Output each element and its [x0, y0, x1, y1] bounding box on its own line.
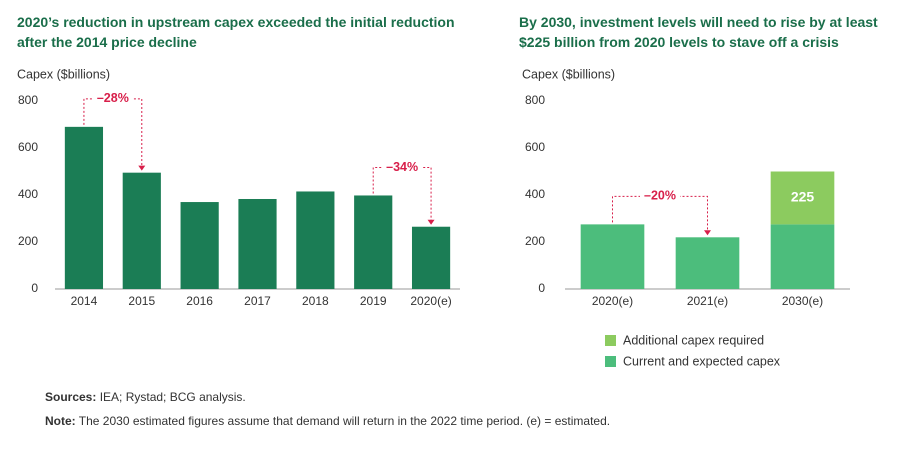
bar-segment — [770, 224, 835, 289]
y-tick-label: 0 — [538, 281, 545, 295]
chart-title: By 2030, investment levels will need to … — [519, 14, 878, 50]
y-axis-label: Capex ($billions) — [17, 67, 110, 81]
annotation-arrow — [138, 165, 146, 171]
annotation-label: –20% — [644, 189, 676, 203]
y-tick-label: 800 — [525, 93, 545, 107]
sources: Sources: IEA; Rystad; BCG analysis. — [45, 390, 246, 404]
y-tick-label: 0 — [31, 281, 38, 295]
y-tick-label: 200 — [18, 234, 38, 248]
x-tick-label: 2020(e) — [592, 294, 633, 308]
legend-label: Current and expected capex — [623, 354, 781, 368]
y-tick-label: 400 — [18, 187, 38, 201]
x-tick-label: 2015 — [128, 294, 155, 308]
annotation-bg — [640, 188, 680, 205]
note-label: Note: — [45, 414, 76, 428]
data-label: 225 — [791, 189, 815, 205]
annotation-label: –34% — [386, 160, 418, 174]
y-tick-label: 200 — [525, 234, 545, 248]
bar — [64, 126, 104, 289]
bar — [180, 202, 219, 289]
y-tick-label: 400 — [525, 187, 545, 201]
annotation-connector — [372, 166, 432, 222]
x-tick-label: 2016 — [186, 294, 213, 308]
annotation-arrow — [704, 230, 711, 236]
annotation-connector — [83, 98, 143, 168]
chart-title: 2020’s reduction in upstream capex excee… — [17, 14, 455, 50]
bar — [122, 172, 161, 289]
annotation-bg — [92, 90, 133, 107]
bar-segment — [580, 224, 645, 289]
sources-text: IEA; Rystad; BCG analysis. — [99, 390, 246, 404]
x-tick-label: 2014 — [71, 294, 98, 308]
x-tick-label: 2017 — [244, 294, 271, 308]
x-tick-label: 2018 — [302, 294, 329, 308]
x-tick-label: 2030(e) — [782, 294, 823, 308]
y-tick-label: 800 — [18, 93, 38, 107]
bar-segment — [675, 237, 740, 289]
bar — [296, 191, 335, 289]
legend-swatch — [605, 356, 616, 367]
bar — [411, 226, 451, 289]
y-tick-label: 600 — [18, 140, 38, 154]
bar-segment — [770, 171, 835, 225]
y-axis-label: Capex ($billions) — [522, 67, 615, 81]
y-tick-label: 600 — [525, 140, 545, 154]
x-tick-label: 2021(e) — [687, 294, 728, 308]
annotation-bg — [382, 159, 423, 176]
bar — [354, 195, 393, 289]
x-tick-label: 2019 — [360, 294, 387, 308]
sources-label: Sources: — [45, 390, 97, 404]
bar — [238, 198, 277, 289]
note-text: The 2030 estimated figures assume that d… — [78, 414, 611, 428]
x-tick-label: 2020(e) — [410, 294, 451, 308]
legend-swatch — [605, 335, 616, 346]
note: Note: The 2030 estimated figures assume … — [45, 414, 610, 428]
annotation-label: –28% — [97, 91, 129, 105]
annotation-arrow — [427, 219, 435, 225]
legend-label: Additional capex required — [623, 333, 764, 347]
